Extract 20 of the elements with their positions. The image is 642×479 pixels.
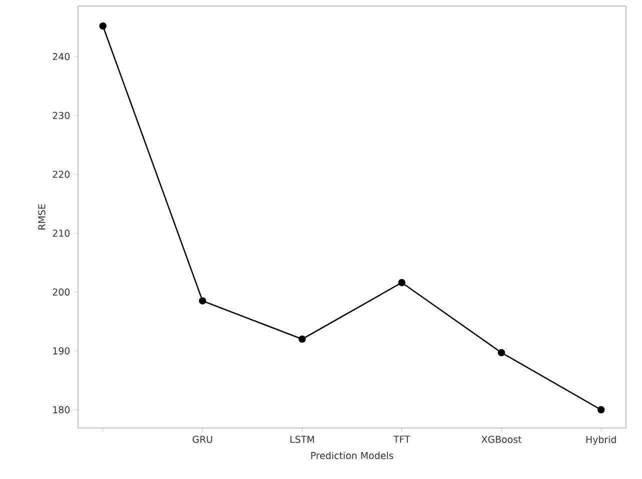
y-tick-label: 210 <box>52 230 70 237</box>
x-axis-title: Prediction Models <box>311 452 394 460</box>
x-tick-label: LSTM <box>290 436 314 443</box>
y-axis-title: RMSE <box>38 204 46 230</box>
point <box>597 406 605 414</box>
y-tick-label: 190 <box>53 347 70 354</box>
point <box>198 297 206 305</box>
x-tick-label: TFT <box>393 436 410 443</box>
y-tick-label: 200 <box>52 288 70 296</box>
x-tick-label: Hybrid <box>586 436 616 445</box>
point <box>398 278 406 286</box>
point <box>99 22 107 30</box>
y-tick-label: 220 <box>52 170 70 178</box>
x-tick-label: XGBoost <box>481 436 522 443</box>
y-tick-label: 180 <box>53 406 70 414</box>
y-tick-label: 240 <box>52 53 70 60</box>
point <box>298 335 306 343</box>
point <box>498 349 506 356</box>
x-tick-label: GRU <box>192 436 212 443</box>
y-tick-label: 230 <box>52 112 70 120</box>
